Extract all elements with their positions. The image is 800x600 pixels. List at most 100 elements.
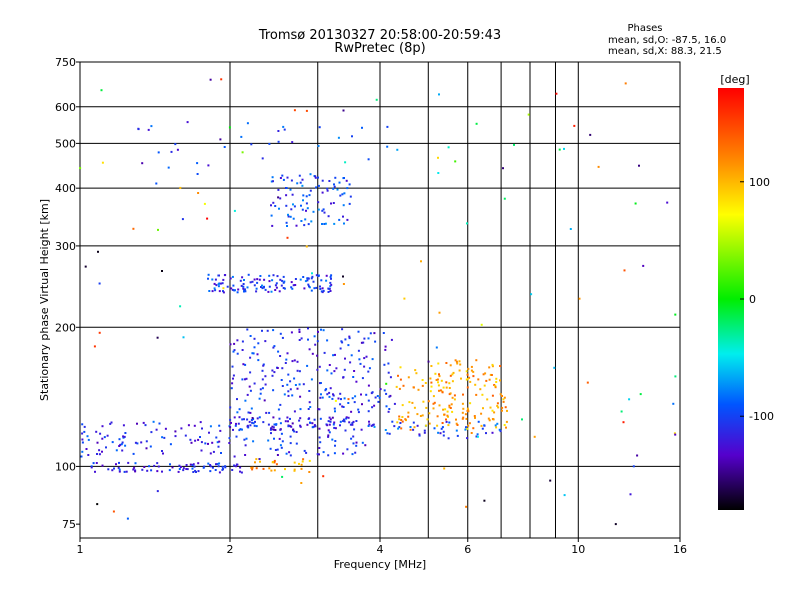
data-point	[348, 421, 351, 424]
data-point	[365, 393, 368, 396]
data-point	[316, 368, 319, 371]
data-point	[217, 445, 220, 448]
data-point	[268, 467, 271, 470]
data-point	[439, 389, 442, 392]
data-point	[228, 437, 231, 440]
data-point	[412, 421, 415, 424]
data-point	[333, 426, 336, 429]
data-point	[256, 281, 259, 284]
data-point	[86, 435, 89, 438]
data-point	[340, 398, 342, 401]
data-point	[442, 386, 445, 389]
data-point	[294, 384, 297, 386]
data-point	[270, 204, 272, 207]
data-point	[246, 424, 249, 427]
data-point	[316, 453, 319, 456]
data-point	[176, 148, 179, 151]
data-point	[334, 427, 337, 430]
data-point	[268, 285, 271, 288]
data-point	[445, 381, 448, 384]
data-point	[261, 284, 263, 287]
data-point	[197, 438, 200, 441]
data-point	[287, 420, 289, 423]
data-point	[334, 444, 336, 447]
data-point	[466, 222, 468, 225]
colorbar-tick-label: 0	[749, 293, 756, 306]
data-point	[313, 335, 316, 338]
data-point	[269, 447, 272, 450]
data-point	[283, 128, 286, 131]
phase-stats-o: mean, sd,O: -87.5, 16.0	[608, 35, 726, 46]
data-point	[432, 395, 435, 398]
data-point	[480, 424, 483, 427]
data-point	[255, 290, 258, 293]
data-point	[390, 338, 393, 341]
data-point	[185, 464, 188, 466]
data-point	[284, 468, 286, 471]
data-point	[267, 290, 270, 293]
data-point	[164, 427, 167, 430]
data-point	[133, 466, 136, 469]
data-point	[249, 389, 252, 392]
data-point	[311, 426, 314, 429]
data-point	[274, 205, 277, 207]
data-point	[333, 185, 336, 188]
data-point	[300, 463, 303, 466]
data-point	[321, 191, 324, 194]
data-point	[238, 416, 241, 419]
data-point	[287, 394, 290, 397]
data-point	[308, 471, 311, 473]
data-point	[465, 417, 468, 420]
data-point	[374, 340, 377, 343]
data-point	[245, 377, 248, 380]
data-point	[239, 466, 242, 469]
data-point	[277, 130, 280, 132]
data-point	[332, 393, 334, 396]
data-point	[121, 441, 124, 444]
data-point	[353, 370, 356, 372]
data-point	[503, 197, 506, 200]
data-point	[425, 406, 428, 409]
data-point	[451, 396, 454, 399]
data-point	[327, 429, 330, 432]
data-point	[182, 467, 185, 470]
data-point	[185, 468, 188, 470]
data-point	[429, 390, 432, 393]
data-point	[482, 373, 485, 376]
data-point	[285, 187, 288, 189]
data-point	[447, 424, 450, 427]
y-tick-label: 400	[55, 182, 76, 195]
data-point	[437, 362, 440, 365]
phase-stats-heading: Phases	[627, 23, 662, 34]
data-point	[92, 462, 95, 465]
data-point	[483, 499, 486, 502]
data-point	[157, 151, 160, 154]
data-point	[255, 425, 258, 428]
data-point	[393, 402, 396, 405]
data-point	[321, 179, 324, 182]
data-point	[449, 374, 452, 377]
data-point	[589, 133, 592, 136]
data-point	[283, 393, 286, 396]
data-point	[281, 385, 284, 387]
data-point	[112, 510, 115, 513]
data-point	[293, 468, 296, 471]
data-point	[329, 418, 332, 421]
data-point	[286, 225, 288, 227]
data-point	[293, 430, 296, 433]
data-point	[163, 436, 166, 439]
data-point	[363, 365, 366, 368]
data-point	[370, 424, 373, 427]
data-point	[638, 164, 640, 167]
data-point	[274, 289, 277, 291]
data-point	[327, 435, 330, 438]
data-point	[293, 359, 296, 362]
data-point	[244, 363, 247, 366]
data-point	[466, 377, 469, 380]
data-point	[425, 424, 428, 427]
data-point	[290, 281, 293, 284]
data-point	[491, 409, 494, 412]
data-point	[179, 305, 182, 308]
data-point	[262, 421, 265, 424]
